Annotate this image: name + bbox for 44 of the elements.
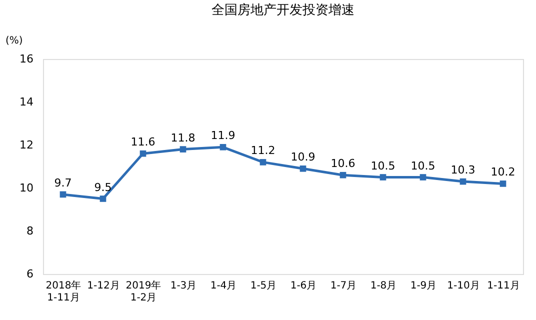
y-tick-label: 12 bbox=[20, 138, 34, 152]
point bbox=[420, 174, 426, 180]
point bbox=[140, 150, 146, 157]
y-axis-title: (%) bbox=[6, 36, 23, 46]
point bbox=[220, 144, 226, 150]
point bbox=[260, 159, 266, 166]
data-label: 10.5 bbox=[370, 159, 396, 172]
chart-title: 全国房地产开发投资增速 bbox=[212, 2, 354, 18]
x-tick-label: 2019年 1-2月 bbox=[126, 280, 162, 304]
y-tick-label: 14 bbox=[20, 96, 34, 108]
x-tick-label: 1-7月 bbox=[330, 280, 357, 292]
point bbox=[500, 180, 506, 187]
data-label: 10.9 bbox=[290, 150, 316, 164]
data-label: 9.7 bbox=[54, 176, 72, 190]
y-tick-label: 10 bbox=[20, 182, 34, 194]
y-tick-label: 8 bbox=[26, 224, 34, 238]
data-label: 11.6 bbox=[130, 136, 156, 149]
data-label: 10.5 bbox=[410, 159, 436, 172]
x-tick-label: 1-8月 bbox=[370, 280, 397, 292]
point bbox=[60, 191, 66, 198]
x-tick-label: 2018年 1-11月 bbox=[46, 280, 82, 304]
data-label: 10.6 bbox=[330, 157, 356, 170]
x-tick-label: 1-12月 bbox=[87, 280, 120, 292]
x-tick-label: 1-9月 bbox=[410, 280, 437, 292]
point bbox=[180, 146, 186, 152]
data-label: 9.5 bbox=[94, 180, 112, 194]
data-label: 11.2 bbox=[250, 144, 276, 158]
y-tick-label: 6 bbox=[26, 268, 34, 280]
y-tick-label: 16 bbox=[20, 52, 34, 66]
x-tick-label: 1-3月 bbox=[170, 280, 197, 292]
x-tick-label: 1-6月 bbox=[290, 280, 317, 292]
x-tick-label: 1-5月 bbox=[250, 280, 277, 292]
point bbox=[340, 172, 346, 178]
point bbox=[300, 165, 306, 172]
data-label: 11.8 bbox=[170, 131, 196, 144]
x-tick-label: 1-4月 bbox=[210, 280, 237, 292]
data-label: 11.9 bbox=[210, 129, 236, 142]
x-tick-label: 1-11月 bbox=[487, 280, 520, 292]
point bbox=[380, 174, 386, 180]
data-label: 10.3 bbox=[450, 164, 476, 177]
point bbox=[460, 178, 466, 185]
point bbox=[100, 196, 106, 202]
x-tick-label: 1-10月 bbox=[447, 280, 480, 292]
data-label: 10.2 bbox=[490, 166, 516, 179]
